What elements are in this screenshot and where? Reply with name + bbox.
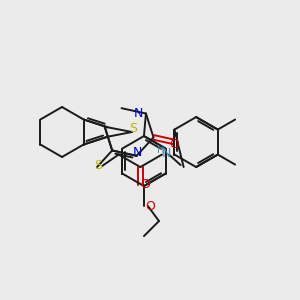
Text: H: H bbox=[157, 145, 165, 154]
Text: N: N bbox=[133, 146, 142, 159]
Text: S: S bbox=[129, 122, 137, 136]
Text: O: O bbox=[140, 178, 150, 191]
Text: N: N bbox=[161, 147, 171, 160]
Text: N: N bbox=[134, 107, 143, 120]
Text: S: S bbox=[94, 159, 102, 172]
Text: O: O bbox=[169, 139, 179, 152]
Text: O: O bbox=[145, 200, 155, 212]
